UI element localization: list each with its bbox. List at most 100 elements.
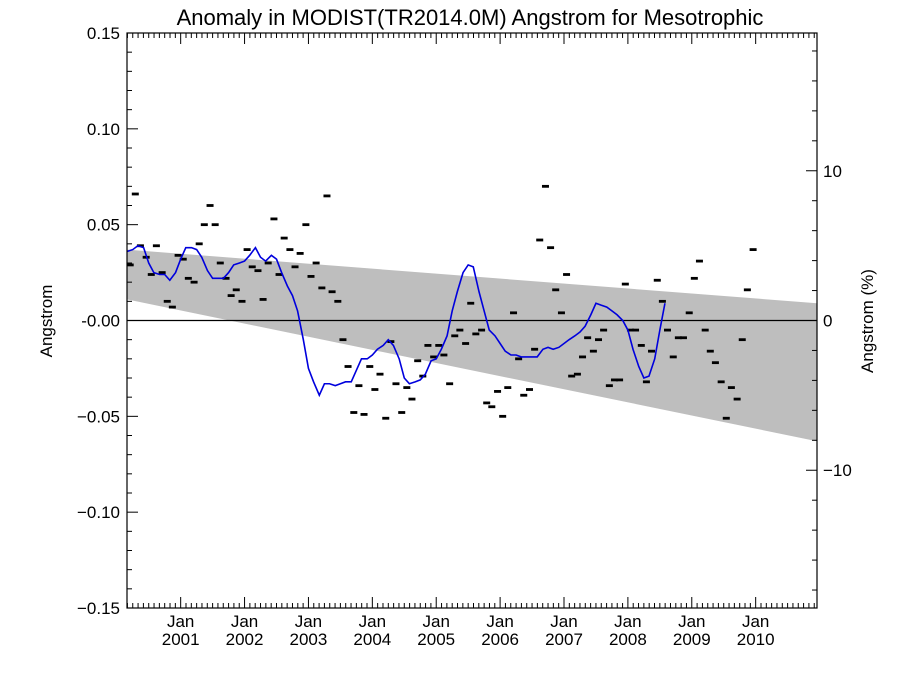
data-point — [323, 194, 331, 198]
x-tick-label-month: Jan — [550, 612, 577, 631]
right-y-axis-label: Angstrom (%) — [858, 269, 877, 373]
monthly-anomaly-points — [126, 184, 757, 420]
data-point — [430, 355, 438, 359]
data-point — [366, 365, 374, 368]
data-point — [243, 248, 251, 251]
data-point — [195, 242, 203, 246]
data-point — [131, 192, 139, 196]
smoothed-anomaly-line — [126, 244, 666, 398]
data-point — [616, 378, 624, 382]
data-point — [547, 246, 555, 250]
data-point — [280, 236, 288, 240]
data-point — [488, 405, 496, 409]
data-point — [446, 382, 454, 386]
x-tick-label-month: Jan — [742, 612, 769, 631]
data-point — [600, 328, 608, 332]
data-point — [701, 328, 709, 332]
data-point — [557, 311, 565, 315]
data-point — [302, 223, 310, 227]
data-point — [376, 372, 384, 376]
data-point — [685, 311, 693, 315]
trend-band — [127, 249, 817, 442]
x-tick-label-month: Jan — [423, 612, 450, 631]
data-point — [531, 347, 539, 351]
x-tick-label-year: 2009 — [673, 630, 711, 649]
data-point — [669, 355, 677, 359]
data-point — [403, 386, 411, 389]
data-point — [318, 286, 326, 290]
data-point — [451, 334, 459, 338]
y-tick-label: 0.15 — [87, 24, 120, 43]
data-point — [632, 328, 640, 332]
data-point — [626, 328, 634, 332]
data-point — [414, 359, 422, 363]
data-point — [483, 401, 491, 405]
y-tick-label: −0.15 — [77, 599, 120, 618]
left-y-tick-labels: 0.15 0.10 0.05 -0.00 −0.05 −0.10 −0.15 — [77, 24, 120, 618]
x-tick-label-month: Jan — [167, 612, 194, 631]
axis-ticks — [126, 32, 817, 609]
x-tick-label-month: Jan — [359, 612, 386, 631]
data-point — [462, 342, 470, 345]
data-point — [536, 238, 544, 242]
data-point — [296, 252, 304, 255]
data-point — [552, 288, 560, 292]
data-point — [711, 361, 719, 365]
data-point — [206, 204, 214, 207]
data-point — [738, 338, 746, 342]
data-point — [360, 413, 368, 416]
data-point — [307, 275, 315, 278]
data-point — [679, 336, 687, 340]
x-tick-label-year: 2001 — [162, 630, 200, 649]
x-tick-label-year: 2008 — [609, 630, 647, 649]
data-point — [238, 299, 246, 303]
data-point — [541, 184, 549, 188]
x-tick-label-month: Jan — [486, 612, 513, 631]
data-point — [163, 299, 171, 303]
data-point — [520, 393, 528, 397]
data-point — [695, 259, 703, 263]
data-point — [621, 282, 629, 286]
x-tick-label-year: 2005 — [417, 630, 455, 649]
data-point — [264, 261, 272, 265]
data-point — [350, 411, 358, 414]
data-point — [472, 332, 480, 336]
y-tick-label: 0.10 — [87, 120, 120, 139]
data-point — [184, 276, 192, 280]
data-point — [259, 298, 267, 301]
data-point — [563, 273, 571, 276]
data-point — [658, 299, 666, 303]
data-point — [440, 353, 448, 357]
data-point — [382, 416, 390, 420]
data-point — [478, 328, 486, 332]
data-point — [717, 380, 725, 384]
data-point — [211, 223, 219, 227]
data-point — [147, 273, 155, 276]
data-point — [595, 338, 602, 342]
data-point — [515, 357, 523, 361]
data-point — [398, 411, 406, 414]
data-point — [334, 299, 342, 303]
data-point — [727, 386, 735, 389]
data-point — [648, 349, 656, 353]
data-point — [408, 397, 416, 401]
data-point — [168, 305, 176, 309]
data-point — [637, 344, 645, 347]
data-point — [222, 276, 230, 280]
y-right-tick-label: 0 — [823, 312, 832, 331]
x-tick-label-year: 2010 — [737, 630, 775, 649]
data-point — [355, 384, 363, 388]
data-point — [526, 388, 533, 391]
y-tick-label: -0.00 — [81, 312, 120, 331]
y-tick-label: 0.05 — [87, 216, 120, 235]
data-point — [733, 397, 741, 401]
x-tick-label-month: Jan — [295, 612, 322, 631]
data-point — [392, 382, 400, 386]
data-point — [749, 248, 757, 251]
x-tick-label-month: Jan — [614, 612, 641, 631]
data-point — [179, 257, 187, 261]
data-point — [136, 244, 144, 248]
data-point — [568, 374, 576, 378]
x-tick-label-year: 2003 — [290, 630, 328, 649]
